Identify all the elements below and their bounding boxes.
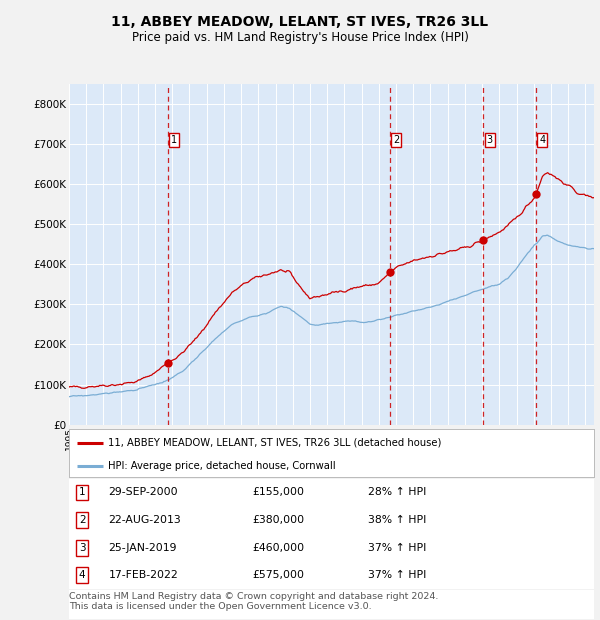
- Text: 38% ↑ HPI: 38% ↑ HPI: [368, 515, 427, 525]
- Text: Contains HM Land Registry data © Crown copyright and database right 2024.
This d: Contains HM Land Registry data © Crown c…: [69, 591, 439, 611]
- Text: 1: 1: [171, 135, 177, 145]
- Text: £575,000: £575,000: [253, 570, 305, 580]
- Text: 2: 2: [79, 515, 85, 525]
- Text: 11, ABBEY MEADOW, LELANT, ST IVES, TR26 3LL (detached house): 11, ABBEY MEADOW, LELANT, ST IVES, TR26 …: [109, 438, 442, 448]
- Text: 3: 3: [79, 542, 85, 552]
- Text: 3: 3: [487, 135, 493, 145]
- Text: 22-AUG-2013: 22-AUG-2013: [109, 515, 181, 525]
- Text: 28% ↑ HPI: 28% ↑ HPI: [368, 487, 427, 497]
- Text: 25-JAN-2019: 25-JAN-2019: [109, 542, 177, 552]
- Text: HPI: Average price, detached house, Cornwall: HPI: Average price, detached house, Corn…: [109, 461, 336, 471]
- Text: £460,000: £460,000: [253, 542, 305, 552]
- Text: £380,000: £380,000: [253, 515, 305, 525]
- Text: 11, ABBEY MEADOW, LELANT, ST IVES, TR26 3LL: 11, ABBEY MEADOW, LELANT, ST IVES, TR26 …: [112, 16, 488, 30]
- Text: 37% ↑ HPI: 37% ↑ HPI: [368, 570, 427, 580]
- Text: 1: 1: [79, 487, 85, 497]
- Text: 29-SEP-2000: 29-SEP-2000: [109, 487, 178, 497]
- Text: 17-FEB-2022: 17-FEB-2022: [109, 570, 178, 580]
- Text: 2: 2: [393, 135, 400, 145]
- Text: 37% ↑ HPI: 37% ↑ HPI: [368, 542, 427, 552]
- Text: Price paid vs. HM Land Registry's House Price Index (HPI): Price paid vs. HM Land Registry's House …: [131, 31, 469, 44]
- Text: 4: 4: [79, 570, 85, 580]
- Text: 4: 4: [539, 135, 545, 145]
- Text: £155,000: £155,000: [253, 487, 305, 497]
